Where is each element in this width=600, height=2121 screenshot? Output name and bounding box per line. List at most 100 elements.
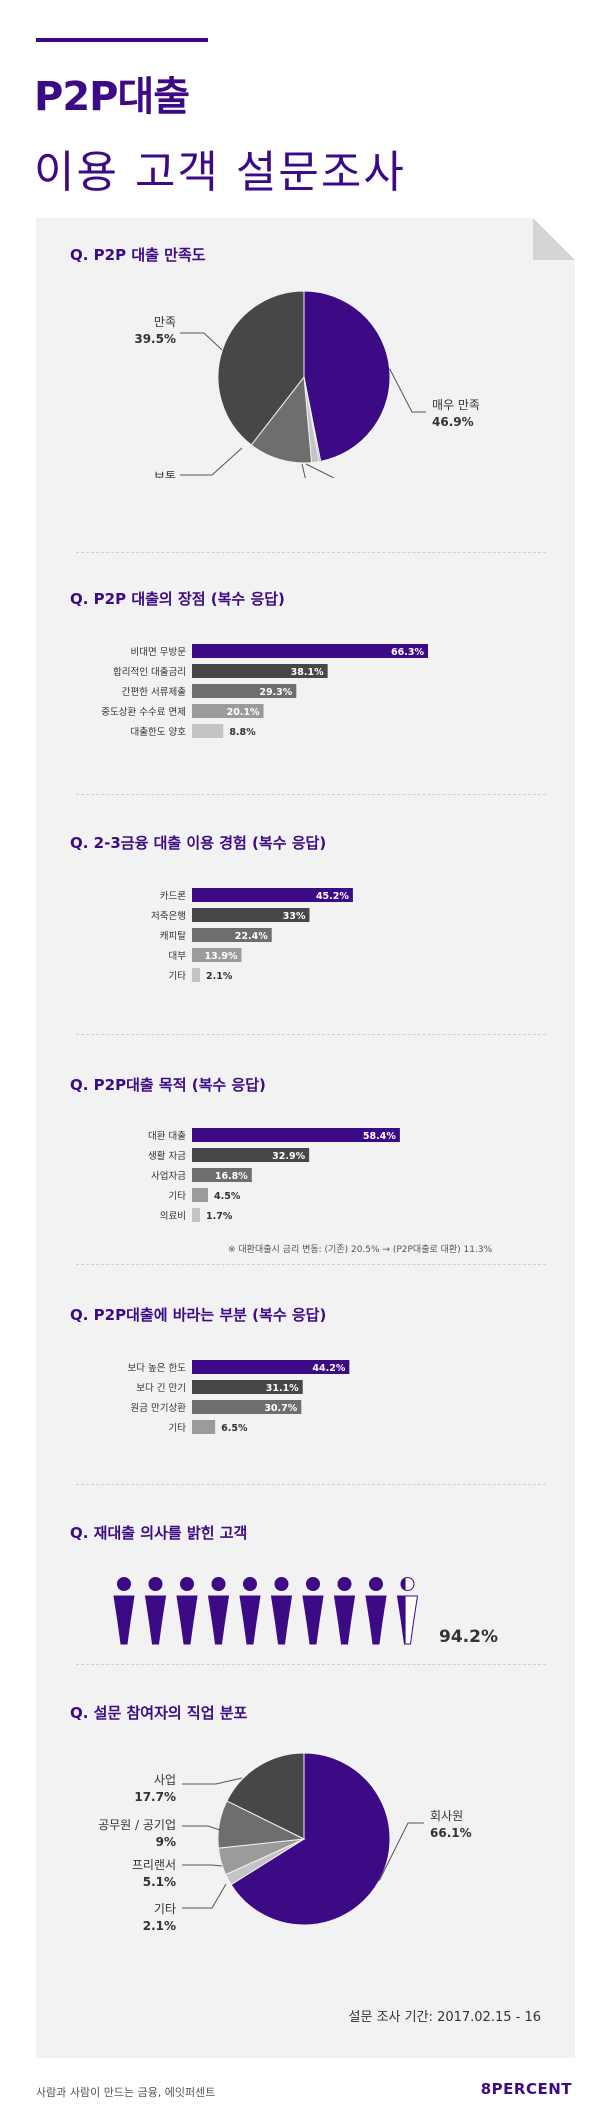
- person-icon: [333, 1577, 356, 1645]
- bar-category-label: 보다 긴 만기: [136, 1383, 186, 1394]
- bar-value-label: 20.1%: [227, 707, 260, 718]
- bar: [192, 948, 242, 962]
- pie-leader-line: [182, 1777, 243, 1785]
- pie-value-label: 2.1%: [143, 1919, 176, 1933]
- bar: [192, 1188, 209, 1202]
- section-title-occupation: Q. 설문 참여자의 직업 분포: [70, 1704, 248, 1722]
- person-icon: [113, 1577, 135, 1645]
- section-title-wishes: Q. P2P대출에 바라는 부분 (복수 응답): [70, 1306, 327, 1324]
- bar: [192, 644, 429, 658]
- section-title-advantages: Q. P2P 대출의 장점 (복수 응답): [70, 590, 285, 608]
- bar-category-label: 대출한도 양호: [131, 727, 187, 738]
- bar-value-label: 33%: [283, 911, 306, 922]
- bar: [192, 1128, 400, 1142]
- survey-period: 설문 조사 기간: 2017.02.15 - 16: [348, 2010, 541, 2025]
- refinance-note: ※ 대환대출시 금리 변동: (기존) 20.5% → (P2P대출로 대환) …: [228, 1245, 493, 1255]
- person-icon: [207, 1577, 230, 1645]
- pie-leader-line: [389, 368, 426, 413]
- person-icon: [270, 1577, 293, 1645]
- bar-value-label: 2.1%: [206, 971, 233, 982]
- bar-value-label: 31.1%: [266, 1383, 299, 1394]
- bar-category-label: 합리적인 대출금리: [113, 666, 186, 678]
- pie-leader-line: [182, 1883, 227, 1909]
- pie-value-label: 46.9%: [432, 415, 474, 429]
- pie-label: 만족: [154, 315, 176, 329]
- bar-category-label: 기타: [169, 971, 187, 982]
- person-icon: [365, 1577, 387, 1645]
- bar-value-label: 66.3%: [391, 647, 424, 658]
- bar: [192, 684, 297, 698]
- pie-label: 보통: [154, 470, 176, 478]
- bar: [192, 1148, 310, 1162]
- bar-category-label: 의료비: [160, 1211, 186, 1222]
- pictogram-value-label: 94.2%: [439, 1627, 498, 1647]
- person-icon: [144, 1577, 167, 1645]
- main-subtitle: 이용 고객 설문조사: [34, 147, 406, 198]
- lending-experience-bar-chart: 카드론 45.2% 저축은행 33% 캐피탈 22.4% 대부 13.9% 기타 2.1%: [151, 888, 353, 982]
- pie-slice: [217, 290, 305, 446]
- pie-leader-line: [182, 1825, 221, 1831]
- reborrow-pictogram: 94.2%: [113, 1577, 498, 1647]
- section-title-lending-experience: Q. 2-3금융 대출 이용 경험 (복수 응답): [70, 834, 327, 852]
- bar-category-label: 원금 만기상환: [131, 1402, 187, 1414]
- bar-value-label: 1.7%: [206, 1211, 233, 1222]
- page-fold-corner: [533, 218, 575, 260]
- pie-label: 회사원: [430, 1809, 463, 1823]
- section-divider: [76, 1034, 546, 1035]
- section-divider: [76, 1664, 546, 1665]
- bar: [192, 724, 224, 738]
- bar-value-label: 58.4%: [363, 1131, 396, 1142]
- bar-value-label: 30.7%: [264, 1403, 297, 1414]
- bar: [192, 1380, 303, 1394]
- bar: [192, 928, 272, 942]
- main-title: P2P대출: [34, 74, 190, 120]
- pie-label: 공무원 / 공기업: [98, 1818, 176, 1832]
- bar-category-label: 기타: [169, 1191, 187, 1202]
- pie-label: 프리랜서: [132, 1858, 176, 1872]
- bar-value-label: 29.3%: [259, 687, 292, 698]
- person-icon: [239, 1577, 261, 1645]
- pie-value-label: 66.1%: [430, 1826, 472, 1840]
- bar-value-label: 13.9%: [205, 951, 238, 962]
- pie-label: 사업: [154, 1773, 176, 1787]
- wishes-bar-chart: 보다 높은 한도 44.2% 보다 긴 만기 31.1% 원금 만기상환 30.7% 기타 6…: [128, 1360, 350, 1434]
- bar-category-label: 대부: [169, 951, 187, 962]
- section-title-reborrow: Q. 재대출 의사를 밝힌 고객: [70, 1524, 248, 1542]
- bar-category-label: 비대면 무방문: [131, 647, 187, 658]
- section-divider: [76, 1484, 546, 1485]
- bar-category-label: 기타: [169, 1423, 187, 1434]
- bar: [192, 888, 353, 902]
- bar-category-label: 사업자금: [151, 1170, 186, 1182]
- pie-value-label: 9%: [156, 1835, 176, 1849]
- pie-leader-line: [182, 1864, 223, 1867]
- bar-value-label: 38.1%: [291, 667, 324, 678]
- pie-slice: [250, 375, 313, 464]
- bar: [192, 1400, 302, 1414]
- brand-logo: 8PERCENT: [480, 2080, 572, 2098]
- bar-value-label: 45.2%: [316, 891, 349, 902]
- pie-leader-line: [378, 1822, 424, 1881]
- pie-slice: [226, 1752, 305, 1840]
- pie-leader-line: [180, 332, 223, 351]
- pie-label: 기타: [154, 1902, 176, 1916]
- bar-value-label: 22.4%: [235, 931, 268, 942]
- bar: [192, 1360, 350, 1374]
- bar: [192, 968, 200, 982]
- bar-category-label: 저축은행: [151, 910, 186, 922]
- section-title-purpose: Q. P2P대출 목적 (복수 응답): [70, 1076, 266, 1094]
- top-rule: [36, 38, 208, 42]
- bar-value-label: 16.8%: [215, 1171, 248, 1182]
- bar: [192, 1168, 252, 1182]
- pie-value-label: 39.5%: [134, 332, 176, 346]
- pie-value-label: 5.1%: [143, 1875, 176, 1889]
- pie-leader-line: [180, 447, 243, 476]
- bar-category-label: 대환 대출: [148, 1130, 186, 1142]
- section-title-satisfaction: Q. P2P 대출 만족도: [70, 246, 206, 264]
- bar: [192, 908, 310, 922]
- bar-value-label: 6.5%: [221, 1423, 248, 1434]
- bar-category-label: 생활 자금: [148, 1150, 186, 1162]
- pie-value-label: 17.7%: [134, 1790, 176, 1804]
- bar: [192, 704, 264, 718]
